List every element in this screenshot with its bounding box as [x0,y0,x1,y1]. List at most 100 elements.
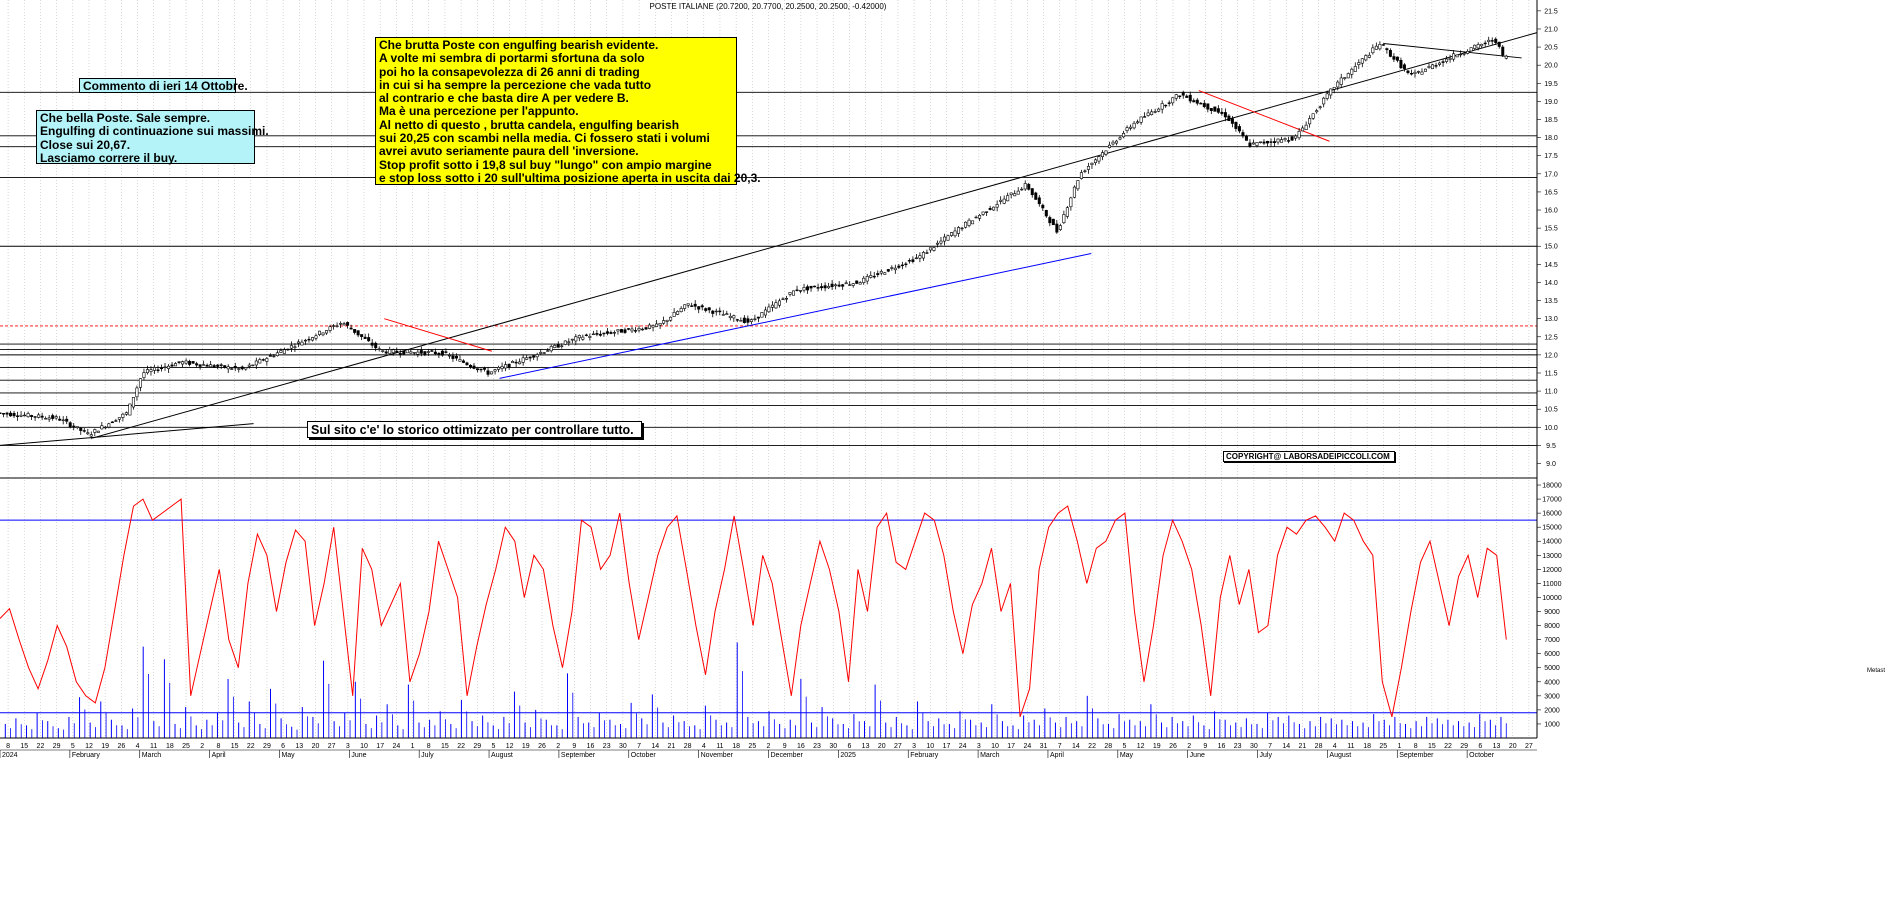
candle-body [683,304,687,309]
candle-body [823,285,827,289]
candle-body [1280,139,1284,143]
candle-body [732,315,736,319]
candle-body [588,336,592,338]
candle-body [637,328,641,331]
candle-body [655,323,659,327]
y-tick-label: 15.0 [1544,244,1558,251]
y-tick-label: 13000 [1542,553,1562,560]
x-tick-label: 22 [247,743,255,750]
candle-body [960,227,964,230]
candle-body [1297,131,1301,139]
y-tick-label: 19.0 [1544,99,1558,106]
candle-body [574,336,578,342]
candle-body [356,330,360,336]
candle-body [107,423,111,428]
candle-body [261,359,265,361]
candle-body [1346,73,1350,79]
x-tick-label: 29 [473,743,481,750]
candle-body [54,416,58,419]
candle-body [1434,65,1438,67]
x-tick-label: 22 [37,743,45,750]
candle-body [630,328,634,332]
candle-body [718,310,722,313]
candle-body [233,365,237,369]
trend-line [1198,90,1330,142]
candle-body [1248,142,1252,147]
x-tick-label: 5 [492,743,496,750]
y-tick-label: 9.5 [1546,443,1556,450]
candle-body [577,335,581,339]
candle-body [1065,207,1069,217]
candle-body [476,368,480,371]
candle-body [1181,92,1185,96]
candle-body [760,312,764,318]
candle-body [272,355,276,358]
candle-body [753,318,757,320]
candle-body [1494,38,1498,43]
candle-body [1269,141,1273,143]
candle-body [405,349,409,354]
candle-body [138,378,142,388]
candle-body [851,283,855,286]
month-label: April [1050,752,1064,759]
candle-body [30,415,34,417]
candle-body [827,286,831,289]
candle-body [188,360,192,365]
candle-body [1416,71,1420,73]
candle-body [1448,58,1452,60]
candle-body [893,267,897,271]
y-tick-label: 8000 [1544,623,1560,630]
candle-body [9,412,13,417]
candle-body [658,322,662,326]
candle-body [876,273,880,276]
candle-body [454,355,458,359]
x-tick-label: 8 [427,743,431,750]
candle-body [988,208,992,210]
candle-body [296,341,300,344]
y-tick-label: 21.5 [1544,8,1558,15]
main-note-line: al contrario e che basta dire A per vede… [379,91,629,106]
candle-body [749,319,753,322]
main-note-line: e stop loss sotto i 20 sull'ultima posiz… [379,170,761,185]
candle-body [711,310,715,314]
candle-body [1062,214,1066,224]
candle-body [497,367,501,370]
candle-body [1199,102,1203,105]
candle-body [504,364,508,369]
candle-body [1438,62,1442,65]
candle-body [430,350,434,352]
main-note-line: sui 20,25 con scambi nella media. Ci fos… [379,131,710,146]
x-tick-label: 24 [959,743,967,750]
candle-body [202,364,206,366]
candle-body [72,425,76,428]
candle-body [721,314,725,316]
candle-body [1083,170,1087,172]
candle-body [381,350,385,352]
x-tick-label: 30 [829,743,837,750]
candle-body [746,318,750,323]
candle-body [844,282,848,285]
candle-body [51,415,55,419]
month-label: October [631,752,657,759]
corner-tag: Metast [1867,668,1885,674]
candle-body [841,284,845,287]
x-tick-label: 27 [328,743,336,750]
candle-body [416,351,420,355]
candle-body [1258,141,1262,143]
candle-body [763,309,767,316]
candle-body [1150,111,1154,115]
x-tick-label: 25 [1379,743,1387,750]
candle-body [96,430,100,433]
candle-body [0,412,2,414]
candle-body [1318,106,1322,108]
candle-body [321,332,325,336]
candle-body [244,367,248,370]
candle-body [511,361,515,364]
x-tick-label: 31 [1040,743,1048,750]
candle-body [714,310,718,313]
x-tick-label: 2 [767,743,771,750]
x-tick-label: 2 [1187,743,1191,750]
candle-body [939,240,943,244]
candle-body [1308,118,1312,125]
candle-body [1364,55,1368,61]
